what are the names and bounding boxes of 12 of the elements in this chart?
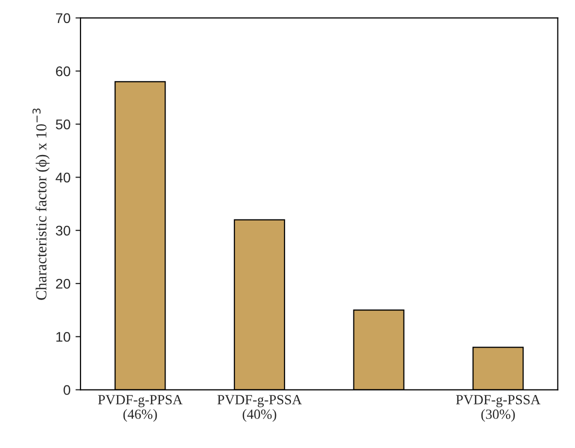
x-tick-label: PVDF-g-PSSA (40%) — [217, 395, 302, 422]
x-tick-label: PVDF-g-PPSA (46%) — [98, 395, 183, 422]
y-tick-label: 20 — [56, 278, 70, 289]
y-tick-label: 60 — [56, 66, 70, 76]
x-tick-label: PVDF-g-PSSA (30%) — [456, 395, 540, 422]
y-tick-label: 30 — [56, 226, 70, 236]
y-tick-label: 0 — [64, 385, 70, 395]
y-tick-label: 10 — [56, 332, 70, 342]
y-tick-label: 70 — [56, 13, 70, 24]
y-tick-label: 40 — [56, 172, 70, 182]
y-axis-title: Characteristic factor (ϕ) x 10$^{−3}$ — [32, 108, 50, 300]
y-tick-label: 50 — [56, 119, 70, 130]
